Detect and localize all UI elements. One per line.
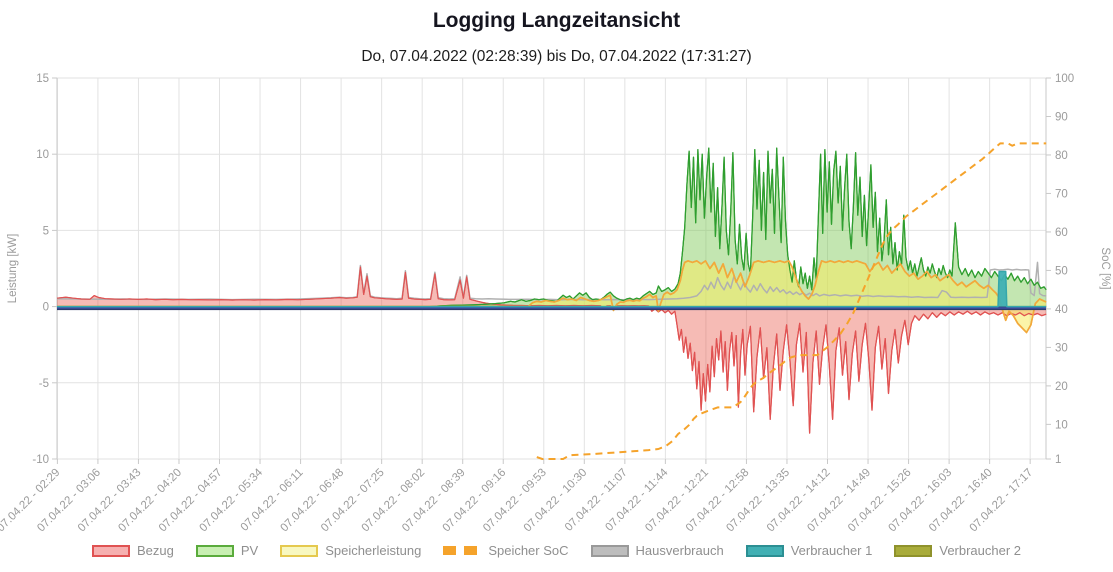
legend-swatch-speicherleistung bbox=[280, 544, 319, 557]
chart-legend: Bezug PV Speicherleistung Speicher SoC Hausv… bbox=[0, 543, 1113, 558]
y-right-tick-label: 1 bbox=[1055, 454, 1061, 466]
y-left-tick-label: 0 bbox=[43, 302, 49, 314]
y-right-tick-label: 80 bbox=[1055, 150, 1068, 162]
y-right-tick-label: 70 bbox=[1055, 188, 1068, 200]
chart-title: Logging Langzeitansicht bbox=[432, 9, 681, 32]
y-right-tick-label: 40 bbox=[1055, 304, 1068, 316]
series-verbraucher-1 bbox=[57, 270, 1047, 308]
legend-item-pv[interactable]: PV bbox=[195, 543, 259, 558]
legend-label-bezug: Bezug bbox=[136, 543, 174, 558]
legend-label-speicherleistung: Speicherleistung bbox=[325, 543, 422, 558]
y-left-tick-label: 5 bbox=[43, 225, 49, 237]
legend-swatch-pv bbox=[195, 544, 234, 557]
series-line-bezug bbox=[56, 266, 1047, 434]
y-axis-right-title: SoC [%] bbox=[1099, 247, 1111, 289]
y-right-tick-label: 20 bbox=[1055, 381, 1068, 393]
legend-item-hausverbrauch[interactable]: Hausverbrauch bbox=[590, 543, 724, 558]
y-right-tick-label: 30 bbox=[1055, 342, 1068, 354]
legend-item-speicherleistung[interactable]: Speicherleistung bbox=[280, 543, 421, 558]
y-left-tick-label: -10 bbox=[32, 454, 49, 466]
legend-label-verbraucher-2: Verbraucher 2 bbox=[939, 543, 1022, 558]
legend-label-hausverbrauch: Hausverbrauch bbox=[635, 543, 724, 558]
y-left-tick-label: 15 bbox=[36, 73, 49, 85]
legend-label-speicher-soc: Speicher SoC bbox=[488, 543, 569, 558]
y-right-tick-label: 90 bbox=[1055, 111, 1068, 123]
legend-label-verbraucher-1: Verbraucher 1 bbox=[790, 543, 873, 558]
legend-swatch-speicher-soc bbox=[443, 546, 482, 555]
y-right-tick-label: 10 bbox=[1055, 419, 1068, 431]
legend-label-pv: PV bbox=[240, 543, 259, 558]
legend-swatch-verbraucher-2 bbox=[894, 544, 933, 557]
y-right-tick-label: 60 bbox=[1055, 227, 1068, 239]
legend-swatch-hausverbrauch bbox=[590, 544, 629, 557]
legend-item-verbraucher-1[interactable]: Verbraucher 1 bbox=[745, 543, 873, 558]
legend-item-speicher-soc[interactable]: Speicher SoC bbox=[443, 543, 569, 558]
chart-subtitle: Do, 07.04.2022 (02:28:39) bis Do, 07.04.… bbox=[361, 48, 752, 65]
legend-swatch-verbraucher-1 bbox=[745, 544, 784, 557]
y-left-tick-label: -5 bbox=[39, 378, 49, 390]
y-axis-left-title: Leistung [kW] bbox=[7, 234, 19, 304]
series-line-pv bbox=[57, 147, 1047, 308]
legend-swatch-bezug bbox=[91, 544, 130, 557]
y-right-tick-label: 50 bbox=[1055, 265, 1068, 277]
y-right-tick-label: 100 bbox=[1055, 73, 1074, 85]
legend-item-bezug[interactable]: Bezug bbox=[91, 543, 174, 558]
y-left-tick-label: 10 bbox=[36, 149, 49, 161]
zero-baseline bbox=[57, 306, 1046, 311]
series-speicher-soc bbox=[536, 142, 1047, 460]
chart-plot-canvas: 151050-5-10100908070605040302010107.04.2… bbox=[0, 73, 1111, 534]
legend-item-verbraucher-2[interactable]: Verbraucher 2 bbox=[894, 543, 1021, 558]
